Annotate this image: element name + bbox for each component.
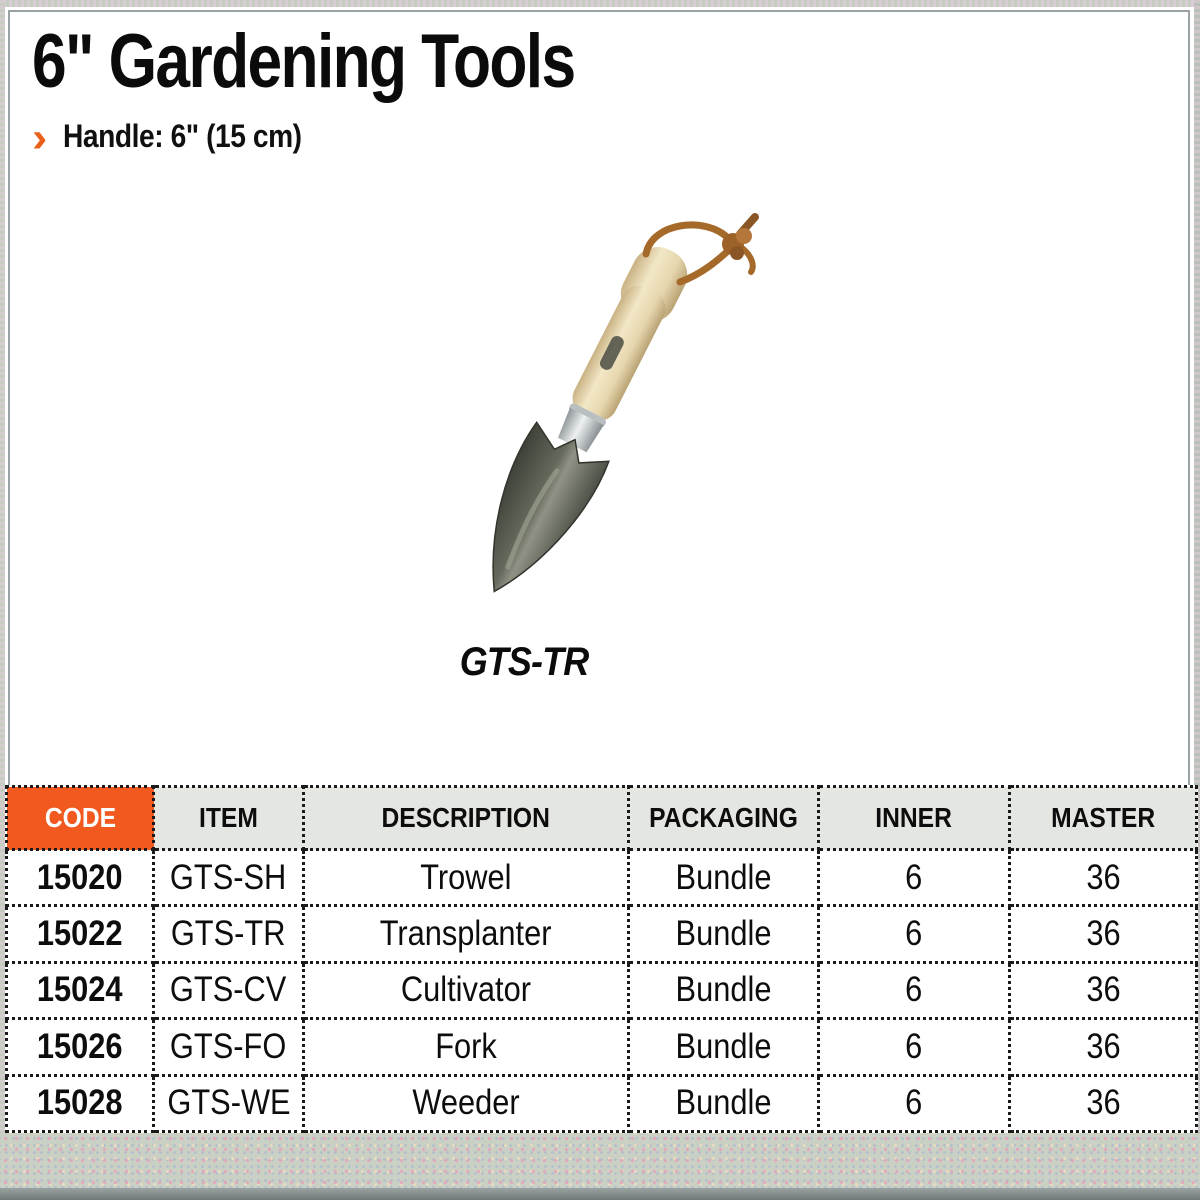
page-bottom-edge — [0, 1188, 1200, 1200]
cell-packaging: Bundle — [627, 960, 820, 1021]
tool-body — [492, 247, 688, 593]
cell-inner: 6 — [817, 847, 1011, 908]
cell-code: 15022 — [5, 904, 155, 964]
cell-item: GTS-WE — [152, 1073, 305, 1134]
strap-knot — [730, 246, 744, 260]
cell-code: 15026 — [5, 1017, 155, 1077]
cell-master: 36 — [1008, 904, 1198, 964]
page-title: 6" Gardening Tools — [32, 19, 576, 104]
cell-code: 15020 — [5, 847, 155, 908]
cell-master: 36 — [1008, 847, 1198, 908]
handle-spec-row: › Handle: 6" (15 cm) — [32, 113, 334, 160]
cell-master: 36 — [1008, 1073, 1198, 1134]
cell-packaging: Bundle — [627, 1017, 820, 1077]
blade — [492, 421, 610, 593]
cell-inner: 6 — [817, 1073, 1011, 1134]
cell-master: 36 — [1008, 1017, 1198, 1077]
cell-description: Weeder — [302, 1073, 630, 1134]
content-panel: 6" Gardening Tools › Handle: 6" (15 cm) — [8, 10, 1190, 785]
table-row: 15022 GTS-TR Transplanter Bundle 6 36 — [5, 904, 1198, 964]
cell-inner: 6 — [817, 960, 1011, 1021]
column-header-packaging: PACKAGING — [627, 785, 820, 851]
column-header-description: DESCRIPTION — [302, 785, 630, 851]
cell-description: Trowel — [302, 847, 630, 908]
blade-highlight — [505, 468, 560, 570]
product-code-caption: GTS-TR — [459, 640, 589, 684]
cell-description: Cultivator — [302, 960, 630, 1021]
table-row: 15028 GTS-WE Weeder Bundle 6 36 — [5, 1073, 1198, 1134]
halftone-strip — [0, 1133, 1200, 1188]
cell-item: GTS-SH — [152, 847, 305, 908]
cell-packaging: Bundle — [627, 847, 820, 908]
cell-packaging: Bundle — [627, 1073, 820, 1134]
cell-code: 15024 — [5, 960, 155, 1021]
column-header-code: CODE — [5, 785, 155, 851]
ferrule — [558, 407, 604, 453]
handle-logo-mark — [600, 336, 624, 370]
handle-spec-text: Handle: 6" (15 cm) — [63, 118, 302, 154]
column-header-master: MASTER — [1008, 785, 1198, 851]
page-edge-left — [0, 0, 5, 1200]
cell-item: GTS-FO — [152, 1017, 305, 1077]
table-row: 15026 GTS-FO Fork Bundle 6 36 — [5, 1017, 1198, 1077]
table-row: 15020 GTS-SH Trowel Bundle 6 36 — [5, 847, 1198, 908]
products-table: CODE ITEM DESCRIPTION PACKAGING INNER MA… — [5, 785, 1198, 1134]
strap-knot — [736, 228, 752, 244]
column-header-inner: INNER — [817, 785, 1011, 851]
page-edge-right — [1194, 0, 1200, 1200]
cell-item: GTS-TR — [152, 904, 305, 964]
product-photo-transplanter — [492, 213, 759, 593]
cell-inner: 6 — [817, 904, 1011, 964]
cell-master: 36 — [1008, 960, 1198, 1021]
page-edge-top — [0, 0, 1200, 7]
cell-item: GTS-CV — [152, 960, 305, 1021]
table-header-row: CODE ITEM DESCRIPTION PACKAGING INNER MA… — [5, 785, 1198, 851]
cell-packaging: Bundle — [627, 904, 820, 964]
cell-description: Fork — [302, 1017, 630, 1077]
column-header-item: ITEM — [152, 785, 305, 851]
chevron-right-icon: › — [32, 113, 48, 160]
table-row: 15024 GTS-CV Cultivator Bundle 6 36 — [5, 960, 1198, 1021]
cell-code: 15028 — [5, 1073, 155, 1134]
cell-description: Transplanter — [302, 904, 630, 964]
ferrule-ring — [569, 403, 606, 427]
cell-inner: 6 — [817, 1017, 1011, 1077]
